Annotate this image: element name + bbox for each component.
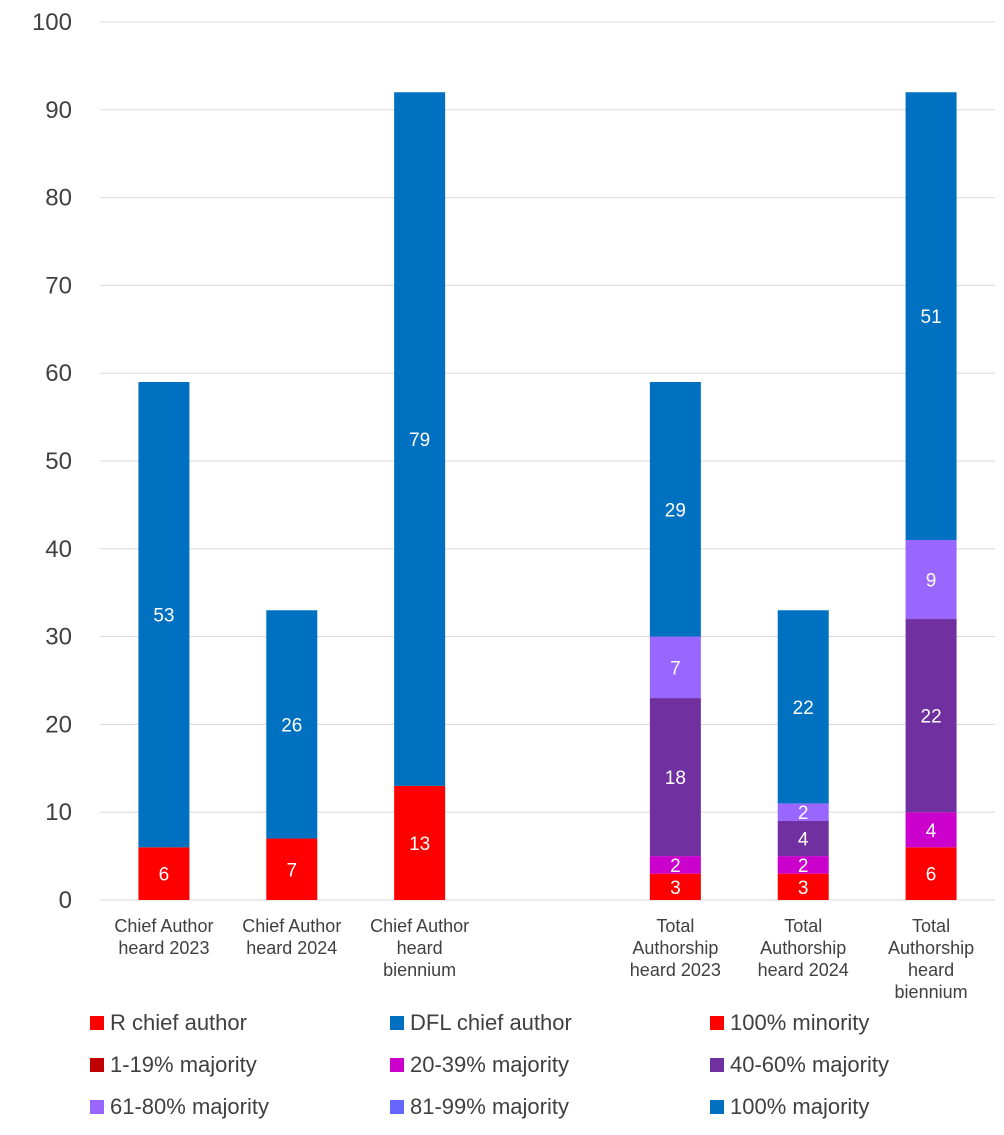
x-tick-label: heard 2024 [246,938,337,958]
y-tick-label: 90 [45,97,72,124]
bar-segment [394,785,446,900]
y-tick-label: 40 [45,536,72,563]
x-tick-label: heard 2024 [758,960,849,980]
data-label: 3 [670,878,681,899]
bar-segment [905,92,957,541]
bar-segment [777,856,829,874]
data-label: 51 [921,307,942,328]
bar-segment [649,698,701,857]
bar-segment [138,847,190,900]
legend-item: 81-99% majority [390,1094,569,1120]
bar-segment [777,873,829,900]
data-label: 2 [798,803,809,824]
y-tick-label: 80 [45,185,72,212]
data-label: 18 [665,768,686,789]
bar-segment [649,381,701,637]
legend-swatch [90,1058,104,1072]
legend-item: 100% minority [710,1010,869,1036]
data-label: 79 [409,430,430,451]
legend-swatch [710,1016,724,1030]
legend-item: 1-19% majority [90,1052,257,1078]
legend-label: DFL chief author [410,1010,572,1035]
legend-item: 40-60% majority [710,1052,889,1078]
data-label: 22 [793,698,814,719]
data-label: 22 [921,707,942,728]
x-tick-label: Chief Author [242,916,341,936]
x-tick-label: heard 2023 [118,938,209,958]
legend-label: 100% majority [730,1094,870,1119]
y-tick-label: 60 [45,360,72,387]
legend-swatch [390,1100,404,1114]
data-label: 29 [665,500,686,521]
legend-label: 1-19% majority [110,1052,257,1077]
data-label: 4 [926,821,937,842]
data-label: 26 [281,715,302,736]
data-label: 13 [409,834,430,855]
legend-swatch [390,1016,404,1030]
x-tick-label: biennium [383,960,456,980]
legend-label: 81-99% majority [410,1094,569,1119]
x-tick-label: Authorship [632,938,718,958]
bar-segment [905,619,957,813]
y-tick-label: 30 [45,624,72,651]
legend-item: 61-80% majority [90,1094,269,1120]
bar-segment [905,812,957,848]
bar-segment [649,873,701,900]
data-label: 6 [926,865,937,886]
x-tick-label: Authorship [888,938,974,958]
y-tick-label: 10 [45,799,72,826]
legend-item: DFL chief author [390,1010,572,1036]
bar-segment [905,847,957,900]
x-tick-label: Total [784,916,822,936]
legend-swatch [390,1058,404,1072]
legend-label: 100% minority [730,1010,870,1035]
x-tick-label: biennium [895,982,968,1000]
data-label: 7 [670,658,681,679]
x-tick-label: Chief Author [114,916,213,936]
x-tick-label: Total [912,916,950,936]
legend-label: 20-39% majority [410,1052,569,1077]
data-label: 9 [926,571,937,592]
x-tick-label: Authorship [760,938,846,958]
data-label: 2 [670,856,681,877]
legend-swatch [710,1100,724,1114]
bar-segment [649,636,701,699]
legend-label: R chief author [110,1010,247,1035]
data-label: 7 [286,860,297,881]
y-tick-label: 100 [32,9,72,36]
legend-swatch [710,1058,724,1072]
bar-segment [649,856,701,874]
legend-item: R chief author [90,1010,247,1036]
data-label: 2 [798,856,809,877]
x-tick-label: heard [397,938,443,958]
legend-swatch [90,1016,104,1030]
legend-item: 20-39% majority [390,1052,569,1078]
data-label: 53 [153,606,174,627]
y-tick-label: 50 [45,448,72,475]
x-tick-label: heard 2023 [630,960,721,980]
bar-segment [266,610,318,839]
legend-swatch [90,1100,104,1114]
data-label: 4 [798,830,809,851]
x-tick-label: heard [908,960,954,980]
bar-segment [138,381,190,848]
data-label: 3 [798,878,809,899]
bar-segment [777,610,829,804]
legend-item: 100% majority [710,1094,869,1120]
legend-label: 40-60% majority [730,1052,889,1077]
y-tick-label: 70 [45,272,72,299]
legend-label: 61-80% majority [110,1094,269,1119]
bar-segment [777,820,829,857]
y-tick-label: 0 [59,887,72,914]
data-label: 6 [159,865,170,886]
bar-segment [905,540,957,620]
x-tick-label: Total [656,916,694,936]
bar-segment [266,838,318,900]
x-tick-label: Chief Author [370,916,469,936]
bar-segment [777,803,829,821]
bar-segment [394,92,446,786]
y-tick-label: 20 [45,711,72,738]
